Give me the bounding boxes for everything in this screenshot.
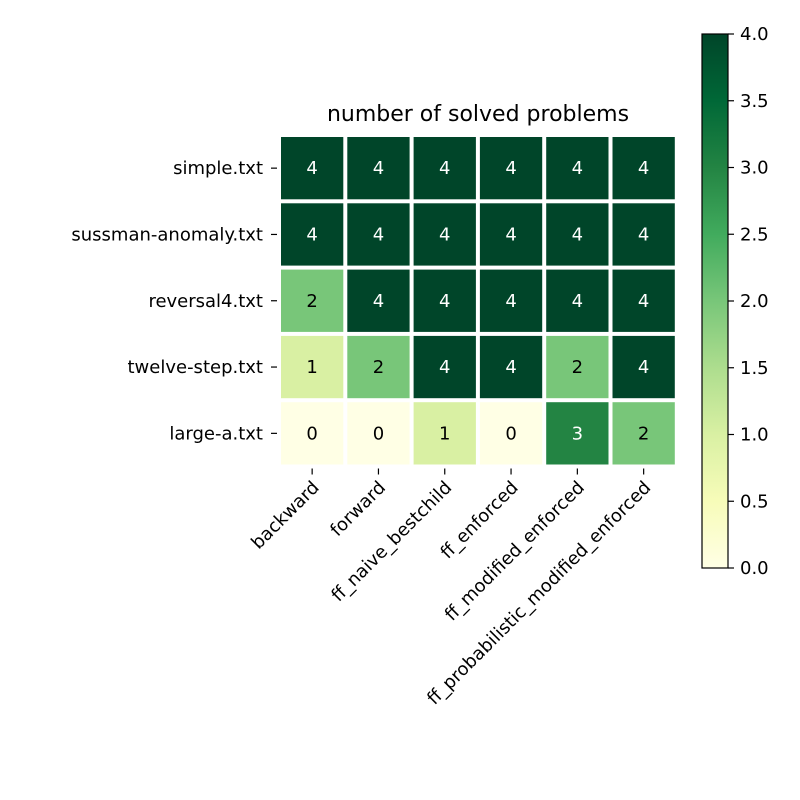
cell-value-label: 4 bbox=[505, 357, 516, 378]
cell-value-label: 0 bbox=[373, 423, 384, 444]
heatmap-cell bbox=[413, 137, 476, 200]
colorbar: 0.0 0.5 1.0 1.5 2.0 2.5 3.0 3.5 4.0 bbox=[701, 24, 769, 579]
cell-value-label: 4 bbox=[373, 224, 384, 245]
cell-value-label: 4 bbox=[572, 291, 583, 312]
heatmap-cell bbox=[347, 402, 410, 465]
chart-title: number of solved problems bbox=[327, 102, 629, 127]
cell-value-label: 4 bbox=[638, 158, 649, 179]
heatmap-cell bbox=[612, 137, 675, 200]
cell-value-label: 4 bbox=[439, 158, 450, 179]
heatmap-cell bbox=[281, 203, 344, 266]
cell-value-label: 4 bbox=[439, 224, 450, 245]
cell-value-label: 4 bbox=[373, 291, 384, 312]
cell-value-label: 4 bbox=[638, 357, 649, 378]
colorbar-tick-label: 0.0 bbox=[740, 558, 769, 579]
y-axis: simple.txt sussman-anomaly.txt reversal4.t… bbox=[71, 158, 277, 444]
colorbar-tick-label: 4.0 bbox=[740, 24, 769, 45]
heatmap-cell bbox=[413, 269, 476, 332]
cell-value-label: 4 bbox=[572, 224, 583, 245]
heatmap-cell bbox=[413, 203, 476, 266]
cell-value-label: 2 bbox=[572, 357, 583, 378]
colorbar-tick-label: 3.0 bbox=[740, 158, 769, 179]
heatmap-cell bbox=[479, 137, 543, 200]
cell-value-label: 4 bbox=[505, 291, 516, 312]
heatmap-cell bbox=[612, 335, 675, 399]
cell-value-label: 4 bbox=[439, 291, 450, 312]
x-tick-label: backward bbox=[247, 477, 323, 553]
heatmap-cell bbox=[347, 137, 410, 200]
colorbar-gradient bbox=[701, 33, 729, 569]
x-tick-label: ff_naive_bestchild bbox=[327, 477, 456, 606]
heatmap-cell bbox=[281, 335, 344, 399]
heatmap-cell bbox=[413, 402, 476, 465]
heatmap-cell bbox=[612, 203, 675, 266]
heatmap-cell bbox=[413, 335, 476, 399]
heatmap-cell bbox=[479, 203, 543, 266]
cell-value-label: 0 bbox=[505, 423, 516, 444]
y-tick-label: sussman-anomaly.txt bbox=[71, 224, 263, 245]
heatmap-cell bbox=[546, 269, 609, 332]
colorbar-tick-label: 0.5 bbox=[740, 491, 769, 512]
cell-value-label: 4 bbox=[505, 224, 516, 245]
cell-value-label: 4 bbox=[572, 158, 583, 179]
colorbar-tick-label: 3.5 bbox=[740, 91, 769, 112]
x-tick-label: forward bbox=[326, 477, 390, 541]
cell-value-label: 1 bbox=[439, 423, 450, 444]
cell-value-label: 4 bbox=[638, 291, 649, 312]
y-tick-label: reversal4.txt bbox=[148, 291, 263, 312]
y-tick-label: simple.txt bbox=[173, 158, 263, 179]
heatmap-cell bbox=[612, 269, 675, 332]
colorbar-tick-label: 1.5 bbox=[740, 358, 769, 379]
heatmap-cell bbox=[281, 269, 344, 332]
cell-value-label: 4 bbox=[439, 357, 450, 378]
cell-value-label: 4 bbox=[373, 158, 384, 179]
heatmap-cell bbox=[281, 402, 344, 465]
cell-value-label: 2 bbox=[306, 291, 317, 312]
heatmap-cells: 4 4 4 4 4 4 4 4 4 4 4 4 2 4 4 4 4 4 1 2 4 4 2 4 0 0 1 0 3 2 bbox=[281, 137, 675, 465]
y-tick-label: twelve-step.txt bbox=[127, 357, 263, 378]
heatmap-cell bbox=[281, 137, 344, 200]
heatmap-cell bbox=[546, 203, 609, 266]
heatmap-cell bbox=[347, 269, 410, 332]
x-axis: backward forwardff_naive_bestchildff_enfo… bbox=[247, 468, 655, 709]
cell-value-label: 0 bbox=[306, 423, 317, 444]
cell-value-label: 2 bbox=[638, 423, 649, 444]
cell-value-label: 2 bbox=[373, 357, 384, 378]
cell-value-label: 3 bbox=[572, 423, 583, 444]
heatmap-cell bbox=[479, 335, 543, 399]
colorbar-tick-label: 2.5 bbox=[740, 224, 769, 245]
cell-value-label: 1 bbox=[306, 357, 317, 378]
cell-value-label: 4 bbox=[638, 224, 649, 245]
cell-value-label: 4 bbox=[505, 158, 516, 179]
colorbar-tick-label: 2.0 bbox=[740, 291, 769, 312]
heatmap-cell bbox=[347, 335, 410, 399]
heatmap-cell bbox=[612, 402, 675, 465]
heatmap-cell bbox=[479, 269, 543, 332]
cell-value-label: 4 bbox=[306, 158, 317, 179]
cell-value-label: 4 bbox=[306, 224, 317, 245]
heatmap-cell bbox=[546, 402, 609, 465]
colorbar-tick-label: 1.0 bbox=[740, 425, 769, 446]
heatmap-cell bbox=[546, 335, 609, 399]
y-tick-label: large-a.txt bbox=[169, 423, 263, 444]
heatmap-cell bbox=[546, 137, 609, 200]
heatmap-cell bbox=[347, 203, 410, 266]
heatmap-cell bbox=[479, 402, 543, 465]
